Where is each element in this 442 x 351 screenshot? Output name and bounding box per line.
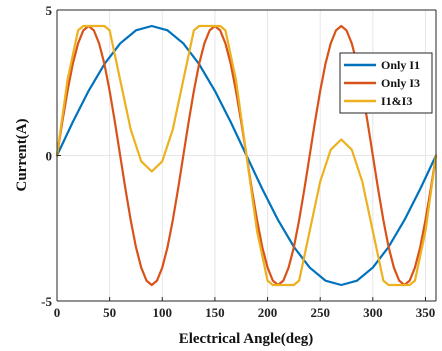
legend-label-only-i1: Only I1 — [381, 58, 420, 72]
x-tick-label: 100 — [153, 305, 173, 320]
legend-label-only-i3: Only I3 — [381, 76, 420, 90]
x-tick-label: 300 — [363, 305, 383, 320]
plot-area: 0 50 100 150 200 250 300 350-505 — [41, 3, 438, 320]
x-tick-label: 350 — [416, 305, 436, 320]
x-tick-label: 200 — [258, 305, 278, 320]
x-tick-label: 50 — [103, 305, 116, 320]
y-axis-title: Current(A) — [14, 118, 30, 191]
x-tick-label: 150 — [205, 305, 225, 320]
series-lines — [55, 24, 438, 287]
y-tick-label: -5 — [41, 294, 52, 309]
y-tick-label: 0 — [46, 149, 53, 164]
series-line-i1-i3 — [55, 24, 438, 287]
legend: Only I1 Only I3 I1&I3 — [339, 52, 433, 114]
x-tick-label: 250 — [310, 305, 330, 320]
x-tick-label: 0 — [54, 305, 61, 320]
legend-label-i1-i3: I1&I3 — [381, 94, 412, 108]
axis-ticks: 0 50 100 150 200 250 300 350-505 — [41, 3, 435, 320]
y-tick-label: 5 — [46, 3, 53, 18]
x-axis-title: Electrical Angle(deg) — [179, 331, 314, 347]
